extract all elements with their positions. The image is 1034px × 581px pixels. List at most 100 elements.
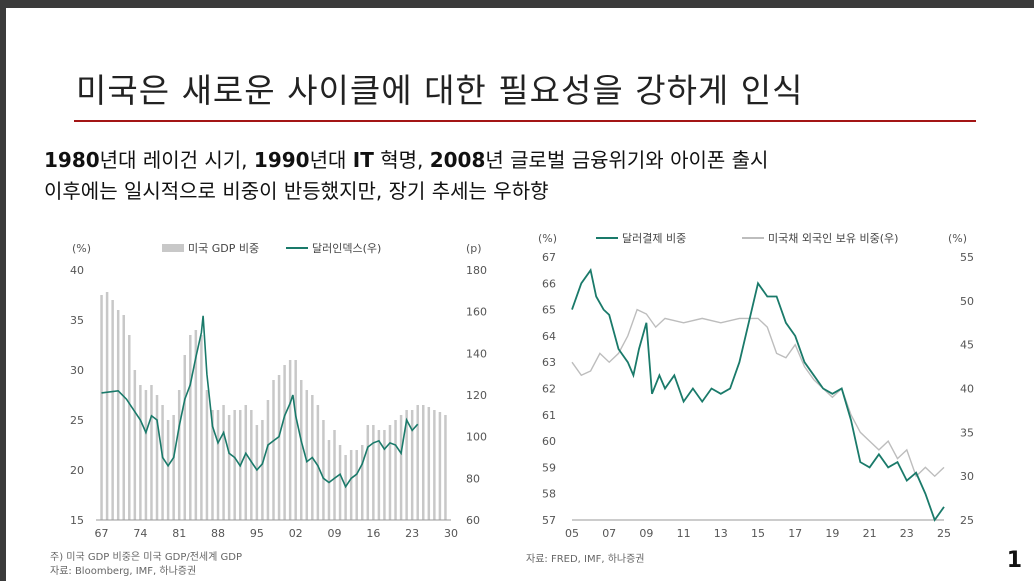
bar-gdp-share [200,335,203,520]
right-y-tick: 25 [960,514,974,527]
right-y-tick: 30 [960,470,974,483]
bar-gdp-share [372,425,375,520]
left-y-tick: 59 [542,461,556,474]
chart-source: 자료: FRED, IMF, 하나증권 [526,552,645,565]
bar-gdp-share [322,420,325,520]
bar-gdp-share [189,335,192,520]
right-y-tick: 45 [960,339,974,352]
x-tick: 95 [250,527,264,540]
bar-gdp-share [277,375,281,520]
x-tick: 25 [937,527,951,540]
left-y-tick: 64 [542,330,556,343]
bar-gdp-share [183,355,186,520]
bar-gdp-share [133,370,137,520]
bar-gdp-share [172,415,175,520]
right-axis-unit: (%) [948,232,967,245]
title-divider [74,120,976,122]
bar-gdp-share [139,385,142,520]
left-y-tick: 40 [70,264,84,277]
subtitle-line-1: 1980년대 레이건 시기, 1990년대 IT 혁명, 2008년 글로벌 금… [44,148,769,172]
bar-gdp-share [288,360,292,520]
bar-gdp-share [266,400,270,520]
bar-gdp-share [444,415,447,520]
x-tick: 15 [751,527,765,540]
bar-gdp-share [261,420,264,520]
bar-gdp-share [349,450,353,520]
bar-gdp-share [405,410,408,520]
left-axis-unit: (%) [72,242,91,255]
x-tick: 09 [328,527,342,540]
left-y-tick: 65 [542,304,556,317]
bar-gdp-share [383,430,386,520]
x-tick: 67 [95,527,109,540]
bar-gdp-share [155,395,159,520]
bar-gdp-share [355,450,358,520]
left-y-tick: 57 [542,514,556,527]
bar-gdp-share [305,390,309,520]
chart-right-svg: (%) (%) 달러결제 비중 미국채 외국인 보유 비중(우) 67 66 65 64 63 6… [526,232,974,565]
legend-swatch-bar [162,244,184,252]
bar-gdp-share [316,405,320,520]
legend-label-line: 달러인덱스(우) [312,242,381,255]
line-treasury-foreign-share [571,308,945,478]
bar-gdp-share [227,415,231,520]
chart-note: 주) 미국 GDP 비중은 미국 GDP/전세계 GDP [50,551,242,563]
left-y-tick: 20 [70,464,84,477]
x-tick: 74 [133,527,147,540]
subtitle-line-2: 이후에는 일시적으로 비중이 반등했지만, 장기 추세는 우하향 [44,179,549,203]
bar-gdp-share [233,410,236,520]
bar-gdp-share [361,445,364,520]
bar-gdp-share [205,390,209,520]
right-y-tick: 40 [960,383,974,396]
page-title: 미국은 새로운 사이클에 대한 필요성을 강하게 인식 [76,71,804,110]
x-tick: 13 [714,527,728,540]
bar-gdp-share [394,420,397,520]
bar-gdp-share [150,385,153,520]
right-y-tick: 55 [960,251,974,264]
bar-gdp-share [422,405,425,520]
bar-gdp-share [399,415,403,520]
legend-label-series-2: 미국채 외국인 보유 비중(우) [768,232,898,245]
right-y-tick: 140 [466,347,487,360]
bar-gdp-share [177,390,181,520]
x-tick: 30 [444,527,458,540]
bar-gdp-share [222,405,225,520]
x-tick: 09 [639,527,653,540]
x-tick: 17 [788,527,802,540]
left-y-tick: 62 [542,383,556,396]
left-y-tick: 67 [542,251,556,264]
bar-gdp-share [327,440,331,520]
x-tick: 19 [825,527,839,540]
x-tick: 23 [405,527,419,540]
left-y-tick: 35 [70,314,84,327]
bar-gdp-share [122,315,125,520]
x-tick: 88 [211,527,225,540]
bar-gdp-share [410,410,414,520]
x-tick: 07 [602,527,616,540]
bar-gdp-share [366,425,370,520]
x-tick: 81 [172,527,186,540]
bar-gdp-share [250,410,253,520]
x-tick: 16 [366,527,380,540]
right-y-tick: 80 [466,472,480,485]
left-y-tick: 63 [542,356,556,369]
bar-gdp-share [438,412,442,520]
bar-gdp-share [338,445,342,520]
right-axis-unit: (p) [466,242,482,255]
left-y-tick: 61 [542,409,556,422]
bar-gdp-share [377,430,381,520]
right-y-tick: 160 [466,306,487,319]
bar-gdp-share [299,380,303,520]
left-y-tick: 60 [542,435,556,448]
left-y-tick: 30 [70,364,84,377]
bar-gdp-share [294,360,297,520]
bar-gdp-share [388,425,392,520]
right-y-tick: 35 [960,426,974,439]
bar-gdp-share [283,365,286,520]
bar-gdp-share [272,380,275,520]
chart-left-svg: (%) (p) 미국 GDP 비중 달러인덱스(우) 40 35 30 25 20 15 180 16… [50,242,487,577]
bar-gdp-share [427,407,431,520]
chart-us-gdp-share-dollar-index: (%) (p) 미국 GDP 비중 달러인덱스(우) 40 35 30 25 20 15 180 16… [36,220,506,580]
right-y-tick: 60 [466,514,480,527]
bar-gdp-share [128,335,131,520]
